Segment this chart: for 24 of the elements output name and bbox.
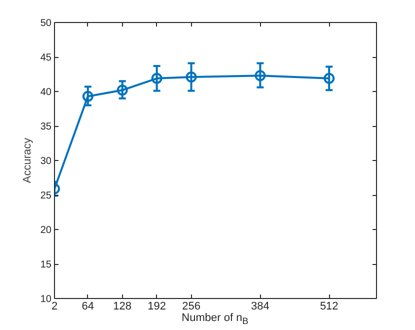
point [116,84,128,96]
y-tick-label: 10 [40,294,52,305]
x-tick-label: 256 [182,300,200,312]
y-tick-label: 25 [40,190,52,202]
x-tick-label: 64 [82,300,94,312]
y-tick-label: 35 [40,122,52,132]
x-tick-label: 384 [251,300,270,312]
point [186,72,197,82]
x-tick-label: 512 [320,300,338,312]
y-axis-title: Accuracy [21,137,34,184]
point [324,72,335,84]
x-tick-label: 2 [51,300,58,312]
y-tick-label: 40 [40,87,52,98]
y-tick-label: 50 [40,18,52,29]
y-tick-label: 30 [40,156,52,167]
point [82,90,94,102]
y-tick-label: 45 [40,52,52,64]
point [254,70,266,82]
x-tick-label: 192 [148,300,166,312]
x-tick-label: 128 [113,300,132,312]
point [151,72,162,84]
x-axis-title: Number of n$_{B}$ [182,312,248,328]
y-tick-label: 15 [40,260,52,270]
y-tick-label: 20 [40,225,52,236]
